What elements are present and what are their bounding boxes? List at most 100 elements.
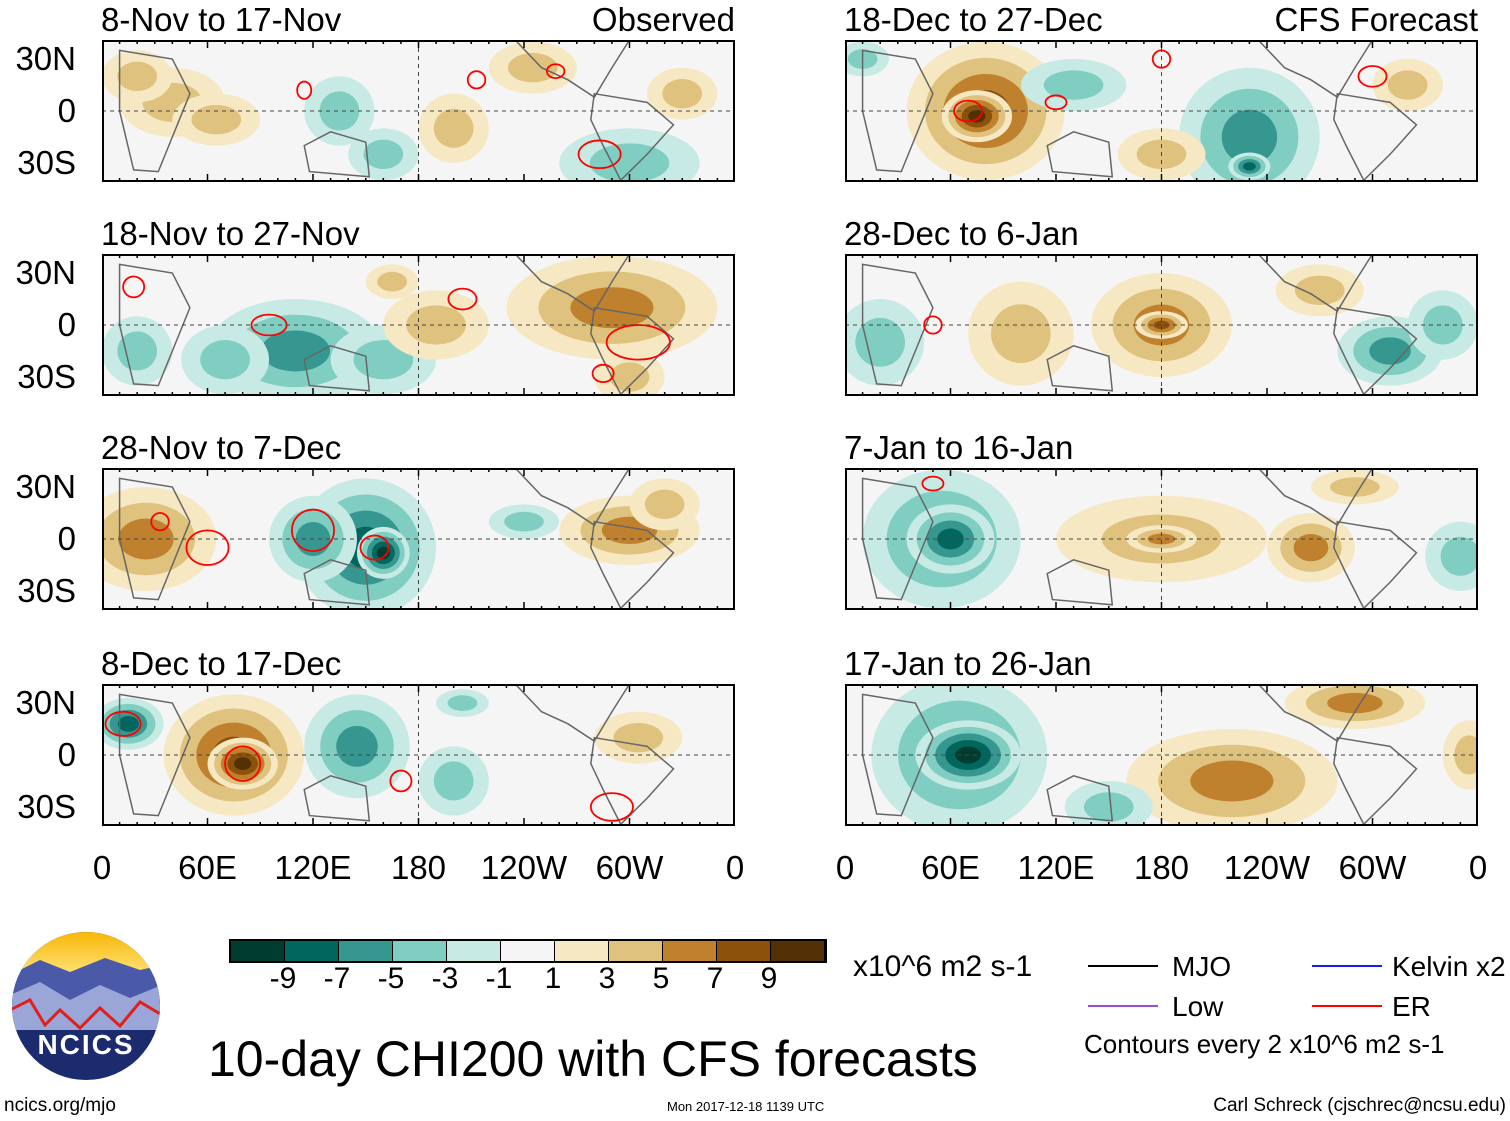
africa-coastline [118, 49, 191, 173]
anomaly-contour [609, 362, 650, 392]
legend-mjo: MJO [1172, 951, 1232, 982]
australia-coastline [1046, 344, 1114, 392]
anomaly-contour [117, 61, 158, 92]
anomaly-contour [433, 761, 474, 801]
er-contour [1044, 94, 1068, 111]
anomaly-contour [376, 546, 390, 560]
er-contour [545, 63, 566, 79]
lon-tick-label: 0 [92, 849, 112, 886]
er-contour [104, 710, 142, 737]
anomaly-contour [613, 723, 664, 753]
colorbar-swatch [231, 941, 285, 961]
colorbar-swatch [609, 941, 663, 961]
anomaly-contour [1422, 305, 1463, 345]
colorbar-label: -9 [269, 962, 297, 995]
anomaly-contour [117, 331, 158, 371]
anomaly-contour [1330, 477, 1380, 497]
australia-coastline [303, 130, 371, 178]
map-panel [102, 468, 735, 610]
south-america-coastline [590, 306, 675, 396]
australia-coastline [303, 774, 371, 822]
lon-tick-label: 120W [480, 849, 568, 886]
africa-coastline [861, 49, 934, 173]
north-america-coastline [1257, 684, 1374, 743]
anomaly-contour [1293, 534, 1329, 562]
africa-coastline [118, 263, 191, 387]
er-contour [447, 287, 478, 311]
lon-tick-label: 60W [1338, 849, 1407, 886]
lat-tick-label: 30S [17, 787, 76, 825]
panel-title: 18-Dec to 27-Dec [844, 1, 1103, 38]
africa-coastline [861, 477, 934, 601]
north-america-coastline [1257, 468, 1374, 527]
lat-tick-label: 30S [17, 571, 76, 609]
legend-kelvin: Kelvin x2 [1392, 951, 1506, 982]
lon-tick-label: 120E [1017, 849, 1095, 886]
lon-tick-label: 60E [178, 849, 237, 886]
lat-tick-label: 0 [57, 92, 76, 129]
south-america-coastline [590, 520, 675, 610]
south-america-coastline [1333, 736, 1418, 826]
er-contour [591, 363, 615, 384]
lat-tick-label: 30N [15, 40, 76, 78]
lon-tick-label: 60W [595, 849, 664, 886]
legend-er: ER [1392, 991, 1431, 1022]
anomaly-contour [1190, 760, 1274, 802]
lat-tick-label: 30S [17, 357, 76, 395]
anomaly-contour [234, 757, 252, 771]
anomaly-contour [1243, 162, 1256, 171]
er-contour [150, 512, 170, 532]
colorbar [229, 939, 827, 963]
anomaly-contour [1440, 536, 1478, 576]
panel-tag: CFS Forecast [1274, 1, 1478, 38]
er-contour [122, 275, 146, 299]
lat-tick-label: 30S [17, 143, 76, 181]
anomaly-contour [377, 271, 408, 292]
lon-tick-label: 120E [274, 849, 352, 886]
panel-title: 8-Nov to 17-Nov [101, 1, 342, 38]
lon-tick-label: 180 [1133, 849, 1190, 886]
anomaly-contour [433, 108, 474, 148]
colorbar-label: 5 [652, 962, 670, 995]
south-america-coastline [1333, 306, 1418, 396]
anomaly-contour [662, 79, 703, 109]
australia-coastline [1046, 558, 1114, 606]
map-panel [102, 684, 735, 826]
anomaly-contour [117, 715, 140, 732]
anomaly-contour [1387, 70, 1428, 100]
panel-title: 28-Nov to 7-Dec [101, 429, 342, 466]
er-contour [296, 80, 313, 100]
lon-tick-label: 0 [725, 849, 745, 886]
lon-tick-label: 60E [921, 849, 980, 886]
anomaly-contour [1043, 70, 1104, 100]
panel-title: 28-Dec to 6-Jan [844, 215, 1079, 252]
africa-coastline [861, 263, 934, 387]
figure-title: 10-day CHI200 with CFS forecasts [208, 1031, 978, 1087]
map-panel [102, 40, 735, 182]
anomaly-contour [1153, 320, 1170, 330]
map-panel [845, 254, 1478, 396]
anomaly-contour [353, 340, 414, 380]
er-contour [921, 475, 945, 492]
south-america-coastline [590, 92, 675, 182]
ncics-logo: NCICS [12, 932, 160, 1080]
lat-tick-label: 30N [15, 684, 76, 722]
colorbar-label: 1 [544, 962, 562, 995]
north-america-coastline [514, 40, 631, 99]
anomaly-contour [507, 53, 558, 83]
lon-tick-label: 0 [835, 849, 855, 886]
south-america-coastline [1333, 92, 1418, 182]
colorbar-swatch [339, 941, 393, 961]
panel-title: 17-Jan to 26-Jan [844, 645, 1092, 682]
north-america-coastline [1257, 254, 1374, 313]
svg-text:NCICS: NCICS [37, 1029, 134, 1060]
er-contour [359, 534, 390, 561]
anomaly-contour [1327, 692, 1383, 714]
colorbar-label: 7 [706, 962, 724, 995]
panel-title: 7-Jan to 16-Jan [844, 429, 1074, 466]
south-america-coastline [1333, 520, 1418, 610]
colorbar-label: -3 [431, 962, 459, 995]
url-text: ncics.org/mjo [4, 1095, 116, 1116]
lat-tick-label: 0 [57, 520, 76, 557]
legend-low: Low [1172, 991, 1224, 1022]
